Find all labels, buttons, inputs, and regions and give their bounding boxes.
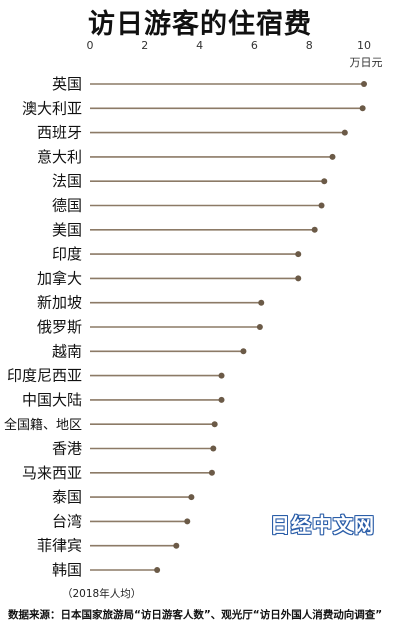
category-label: 新加坡 (37, 294, 82, 312)
category-label: 意大利 (37, 148, 82, 166)
value-dot (318, 202, 325, 209)
lollipop-chart: 0 2 4 6 8 10 万日元 英国澳大利亚西班牙意大利法国德国美国印度加拿大新加坡俄罗… (4, 39, 383, 579)
value-dot (188, 494, 195, 501)
value-dot (258, 299, 265, 306)
data-year-note: （2018年人均） (62, 588, 142, 600)
category-label: 越南 (52, 342, 82, 360)
category-label: 全国籍、地区 (4, 417, 82, 433)
watermark-logo: 日经中文网 (270, 513, 375, 537)
category-label: 美国 (52, 221, 82, 239)
category-label: 韩国 (52, 561, 82, 579)
chart-title: 访日游客的住宿费 (88, 9, 312, 40)
x-tick-label: 4 (196, 39, 203, 52)
category-label: 中国大陆 (22, 391, 82, 409)
value-dot (295, 275, 302, 282)
value-dot (173, 542, 180, 549)
value-dot (211, 421, 218, 428)
value-dot (210, 445, 217, 452)
value-dot (341, 129, 348, 136)
value-dot (329, 153, 336, 160)
category-label: 马来西亚 (22, 464, 82, 482)
value-dot (361, 81, 367, 87)
x-tick-label: 2 (141, 39, 148, 52)
data-source: 数据来源：日本国家旅游局“访日游客人数”、观光厅“访日外国人消费动向调查” (8, 609, 383, 621)
x-tick-label: 0 (87, 39, 94, 52)
value-dot (218, 396, 225, 403)
category-label: 泰国 (52, 488, 82, 506)
category-label: 台湾 (52, 512, 82, 530)
category-label: 德国 (52, 197, 82, 215)
x-tick-label: 8 (306, 39, 313, 52)
category-label: 西班牙 (37, 124, 82, 142)
category-label: 澳大利亚 (22, 99, 82, 117)
value-dot (154, 567, 161, 573)
value-dot (321, 178, 328, 185)
value-dot (359, 105, 366, 112)
unit-label: 万日元 (350, 56, 383, 69)
x-tick-label: 6 (251, 39, 258, 52)
value-dot (218, 372, 225, 379)
value-dot (184, 518, 191, 525)
value-dot (295, 251, 302, 258)
category-label: 印度尼西亚 (7, 367, 82, 385)
category-label: 香港 (52, 440, 82, 458)
category-label: 菲律宾 (37, 537, 82, 555)
value-dot (208, 469, 215, 476)
x-tick-label: 10 (357, 39, 371, 52)
value-dot (311, 226, 318, 233)
category-label: 法国 (52, 172, 82, 190)
category-label: 俄罗斯 (37, 318, 82, 336)
category-label: 加拿大 (37, 269, 82, 287)
value-dot (240, 348, 247, 355)
category-label: 英国 (52, 75, 82, 93)
category-label: 印度 (52, 245, 82, 263)
value-dot (256, 324, 263, 330)
